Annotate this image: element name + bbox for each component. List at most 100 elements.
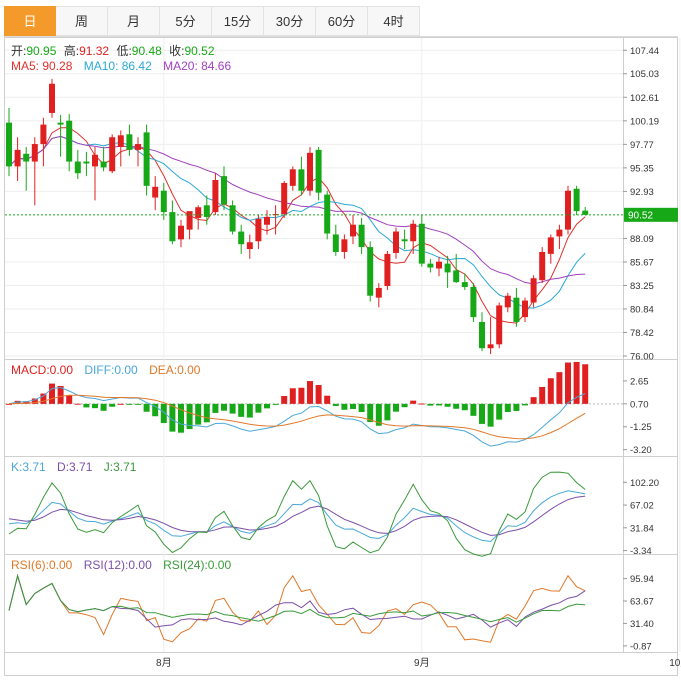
candle-body — [272, 214, 279, 216]
candle-body — [126, 134, 133, 150]
macd-histogram-bar — [203, 403, 210, 423]
macd-histogram-bar — [504, 403, 511, 413]
macd-histogram-bar — [393, 403, 399, 412]
candle-body — [152, 186, 159, 198]
candle — [49, 78, 55, 118]
candle — [203, 195, 210, 225]
macd-dea-line — [8, 394, 586, 440]
rsi-tick-label: 95.94 — [630, 574, 654, 585]
macd-histogram-bar — [307, 381, 313, 404]
macd-histogram-bar — [358, 403, 365, 413]
candle-body — [573, 188, 580, 212]
macd-histogram-bar — [367, 403, 374, 423]
macd-histogram-bar — [117, 403, 124, 405]
candle-body — [427, 263, 434, 268]
candle — [40, 117, 47, 167]
candle-body — [358, 224, 365, 248]
macd-histogram-bar — [375, 403, 382, 426]
tab-day[interactable]: 日 — [4, 6, 56, 36]
candle — [169, 200, 176, 245]
macd-histogram-bar — [74, 403, 81, 405]
macd-histogram-bar — [487, 403, 494, 427]
axes: 107.44 105.03 102.61 100.19 97.77 95.35 92.93 8… — [156, 46, 681, 669]
macd-histogram-bar — [418, 403, 425, 405]
candle — [350, 215, 356, 245]
candle — [289, 166, 296, 191]
candle — [264, 210, 270, 235]
macd-histogram-bar — [470, 403, 477, 416]
candle-body — [375, 287, 382, 298]
candle — [522, 297, 528, 322]
macd-histogram-bar — [530, 397, 537, 404]
candle — [135, 137, 141, 167]
candle — [152, 176, 159, 211]
candle-body — [212, 180, 219, 213]
candle — [513, 287, 520, 327]
candle — [582, 207, 589, 216]
candle — [427, 258, 434, 273]
candle-body — [444, 263, 451, 273]
macd-histogram-bar — [298, 387, 305, 404]
candle — [212, 173, 219, 216]
tab-15min[interactable]: 15分 — [212, 6, 264, 36]
candle-body — [315, 149, 322, 193]
candle-body — [461, 282, 468, 287]
candle-body — [367, 247, 374, 296]
macd-legend: MACD:0.00 DIFF:0.00 DEA:0.00 — [11, 363, 201, 377]
macd-histogram-bar — [49, 383, 55, 404]
macd-histogram-bar — [100, 403, 107, 411]
candle — [461, 273, 468, 290]
last-price-tag — [624, 207, 678, 222]
candle — [393, 227, 399, 259]
candle — [66, 113, 73, 172]
macd-histogram-bar — [556, 372, 563, 404]
candle-body — [143, 132, 150, 186]
price-tick-label: 95.35 — [630, 163, 654, 174]
price-tick-label: 83.25 — [630, 281, 654, 292]
candle — [375, 283, 382, 308]
kdj-j-line — [8, 471, 586, 557]
macd-histogram-bar — [83, 403, 90, 408]
candle-body — [57, 122, 64, 125]
candle — [238, 224, 245, 254]
candle — [470, 283, 477, 322]
macd-histogram-bar — [513, 403, 520, 411]
candle — [126, 124, 133, 156]
macd-histogram-bar — [238, 403, 245, 417]
macd-histogram-bar — [281, 396, 288, 404]
macd-histogram-bar — [341, 403, 348, 410]
macd-histogram-bar — [384, 403, 391, 421]
macd-histogram-bar — [255, 403, 262, 413]
macd-histogram-bar — [57, 385, 64, 404]
candle-body — [487, 344, 494, 349]
tab-week[interactable]: 周 — [56, 6, 108, 36]
candle — [83, 151, 90, 177]
candle — [178, 219, 184, 248]
candle-body — [384, 253, 391, 286]
macd-histogram-bar — [479, 403, 485, 424]
price-tick-label: 97.77 — [630, 140, 654, 151]
candle — [117, 130, 124, 167]
ma20-line — [8, 135, 586, 285]
tab-4hour[interactable]: 4时 — [368, 6, 420, 36]
tab-5min[interactable]: 5分 — [160, 6, 212, 36]
candle-body — [470, 286, 477, 318]
tab-30min[interactable]: 30分 — [264, 6, 316, 36]
macd-histogram-bar — [92, 403, 98, 409]
grid — [5, 38, 681, 652]
candle — [272, 205, 279, 235]
macd-diff-line — [8, 386, 586, 447]
macd-histogram-bar — [178, 403, 184, 433]
candle — [573, 185, 580, 216]
tab-60min[interactable]: 60分 — [316, 6, 368, 36]
candle — [307, 146, 313, 196]
tab-month[interactable]: 月 — [108, 6, 160, 36]
candle — [504, 292, 511, 313]
macd-histogram-bar — [461, 403, 468, 411]
rsi6-line — [8, 573, 586, 643]
time-tick-label: 10月 — [669, 657, 681, 669]
kdj-legend: K:3.71 D:3.71 J:3.71 — [11, 460, 137, 474]
candle-body — [23, 153, 30, 162]
candle-body — [393, 231, 399, 253]
